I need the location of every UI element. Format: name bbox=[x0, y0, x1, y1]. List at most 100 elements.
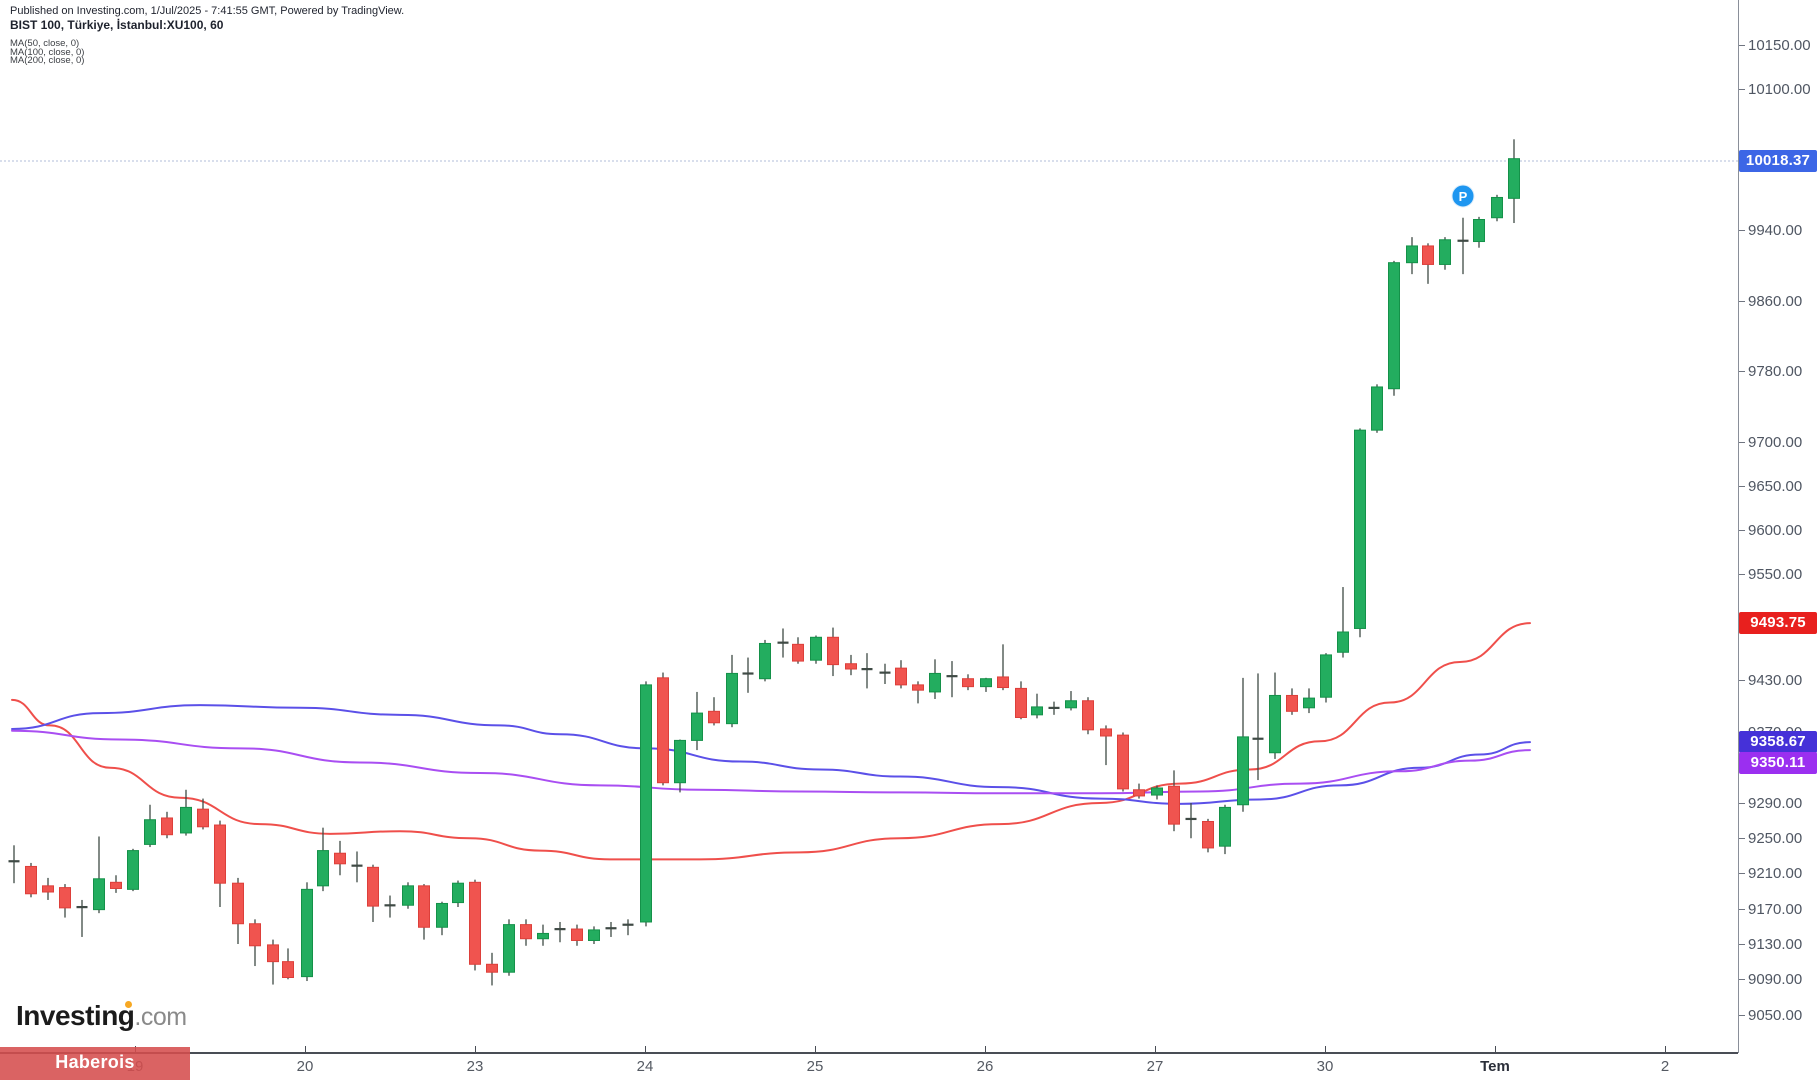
price-tick bbox=[1739, 485, 1745, 487]
candle-body-down bbox=[214, 824, 226, 884]
ma-legend: MA(50, close, 0) MA(100, close, 0) MA(200,… bbox=[10, 39, 85, 66]
time-axis-label: 27 bbox=[1146, 1058, 1164, 1075]
candle-doji-body bbox=[879, 671, 891, 674]
price-tick bbox=[1739, 371, 1745, 373]
candle-body-down bbox=[418, 885, 430, 928]
candle-body-down bbox=[367, 866, 379, 907]
price-tick bbox=[1739, 908, 1745, 910]
price-axis-label: 9700.00 bbox=[1748, 433, 1803, 451]
ma-legend-row: MA(200, close, 0) bbox=[10, 55, 85, 66]
candle-body-down bbox=[962, 678, 974, 688]
investing-logo-text: Investing bbox=[16, 1000, 135, 1031]
candle-doji-body bbox=[1185, 817, 1197, 821]
price-axis-label: 10150.00 bbox=[1748, 36, 1811, 54]
candle-body-up bbox=[317, 850, 329, 887]
ma-line-ma100 bbox=[11, 704, 1531, 805]
price-tick bbox=[1739, 529, 1745, 531]
price-axis-label: 9550.00 bbox=[1748, 565, 1803, 583]
candle-body-up bbox=[1269, 694, 1281, 754]
candle-body-down bbox=[59, 887, 71, 909]
candle-body-up bbox=[674, 739, 686, 784]
candle-body-down bbox=[25, 865, 37, 895]
time-axis-label: 25 bbox=[806, 1058, 824, 1075]
candle-doji-body bbox=[554, 928, 566, 931]
candle-body-down bbox=[1117, 734, 1129, 790]
investing-logo-suffix: .com bbox=[134, 1003, 187, 1031]
ma-legend-row: MA(100, close, 0) bbox=[10, 46, 85, 58]
candle-body-up bbox=[144, 819, 156, 845]
candle-body-down bbox=[42, 885, 54, 893]
candle-doji-body bbox=[861, 668, 873, 671]
candle-body-down bbox=[1100, 728, 1112, 737]
candle-body-down bbox=[486, 963, 498, 973]
candle-doji-body bbox=[76, 905, 88, 909]
candle-body-down bbox=[1133, 789, 1145, 797]
time-tick bbox=[985, 1046, 986, 1052]
price-tag-last-price: 10018.37 bbox=[1739, 150, 1817, 172]
price-axis-line bbox=[1738, 0, 1739, 1053]
time-axis-label: 20 bbox=[296, 1058, 314, 1075]
candle-doji-body bbox=[622, 923, 634, 926]
price-axis-label: 9860.00 bbox=[1748, 292, 1803, 310]
candle-body-down bbox=[657, 677, 669, 784]
p-marker-circle-icon[interactable] bbox=[1451, 184, 1475, 208]
price-axis-label: 9600.00 bbox=[1748, 521, 1803, 539]
time-tick bbox=[305, 1046, 306, 1052]
candle-body-up bbox=[452, 882, 464, 904]
candle-body-down bbox=[792, 643, 804, 662]
candle-body-up bbox=[1473, 218, 1485, 243]
price-axis-label: 9090.00 bbox=[1748, 971, 1803, 989]
candle-body-up bbox=[436, 902, 448, 928]
candle-body-up bbox=[640, 684, 652, 923]
candle-doji-body bbox=[1252, 737, 1264, 740]
candle-body-up bbox=[810, 636, 822, 661]
p-marker[interactable]: P bbox=[1451, 184, 1475, 208]
candle-doji-body bbox=[777, 641, 789, 644]
time-axis-label: 30 bbox=[1316, 1058, 1334, 1075]
time-axis-line bbox=[0, 1052, 1738, 1054]
candle-body-down bbox=[571, 928, 583, 941]
published-line: Published on Investing.com, 1/Jul/2025 -… bbox=[10, 5, 405, 17]
price-axis-label: 9290.00 bbox=[1748, 794, 1803, 812]
ma-line-ma50 bbox=[11, 622, 1531, 861]
price-tick bbox=[1739, 44, 1745, 46]
price-axis-label: 9940.00 bbox=[1748, 222, 1803, 240]
price-tick bbox=[1739, 873, 1745, 875]
candle-body-down bbox=[827, 636, 839, 666]
price-tick bbox=[1739, 230, 1745, 232]
candle-doji-body bbox=[8, 860, 20, 863]
candle-body-down bbox=[708, 710, 720, 724]
price-tick bbox=[1739, 89, 1745, 91]
candle-body-up bbox=[588, 929, 600, 941]
candle-body-up bbox=[726, 672, 738, 725]
candle-body-up bbox=[301, 888, 313, 978]
price-tag-MA200-value: 9350.11 bbox=[1739, 752, 1817, 774]
price-tick bbox=[1739, 441, 1745, 443]
candle-body-down bbox=[1168, 785, 1180, 825]
time-axis-label: Tem bbox=[1480, 1058, 1510, 1075]
candle-body-up bbox=[691, 712, 703, 741]
price-tick bbox=[1739, 979, 1745, 981]
candle-body-up bbox=[1439, 239, 1451, 265]
candle-body-up bbox=[1219, 806, 1231, 847]
price-axis-label: 9050.00 bbox=[1748, 1006, 1803, 1024]
candle-doji-body bbox=[1048, 706, 1060, 709]
time-tick bbox=[475, 1046, 476, 1052]
price-axis-label: 9130.00 bbox=[1748, 936, 1803, 953]
price-tick bbox=[1739, 300, 1745, 302]
time-axis-label: 26 bbox=[976, 1058, 994, 1075]
candle-body-down bbox=[895, 667, 907, 686]
candle-body-down bbox=[520, 924, 532, 940]
candle-doji-body bbox=[351, 864, 363, 867]
candle-body-up bbox=[1237, 736, 1249, 806]
candle-doji-body bbox=[1457, 239, 1469, 242]
candle-body-down bbox=[1286, 694, 1298, 712]
candle-body-up bbox=[1406, 245, 1418, 264]
price-axis-label: 9780.00 bbox=[1748, 363, 1803, 381]
candle-body-up bbox=[929, 672, 941, 693]
investing-logo: Investing .com bbox=[16, 1000, 187, 1032]
candle-body-up bbox=[1371, 386, 1383, 431]
